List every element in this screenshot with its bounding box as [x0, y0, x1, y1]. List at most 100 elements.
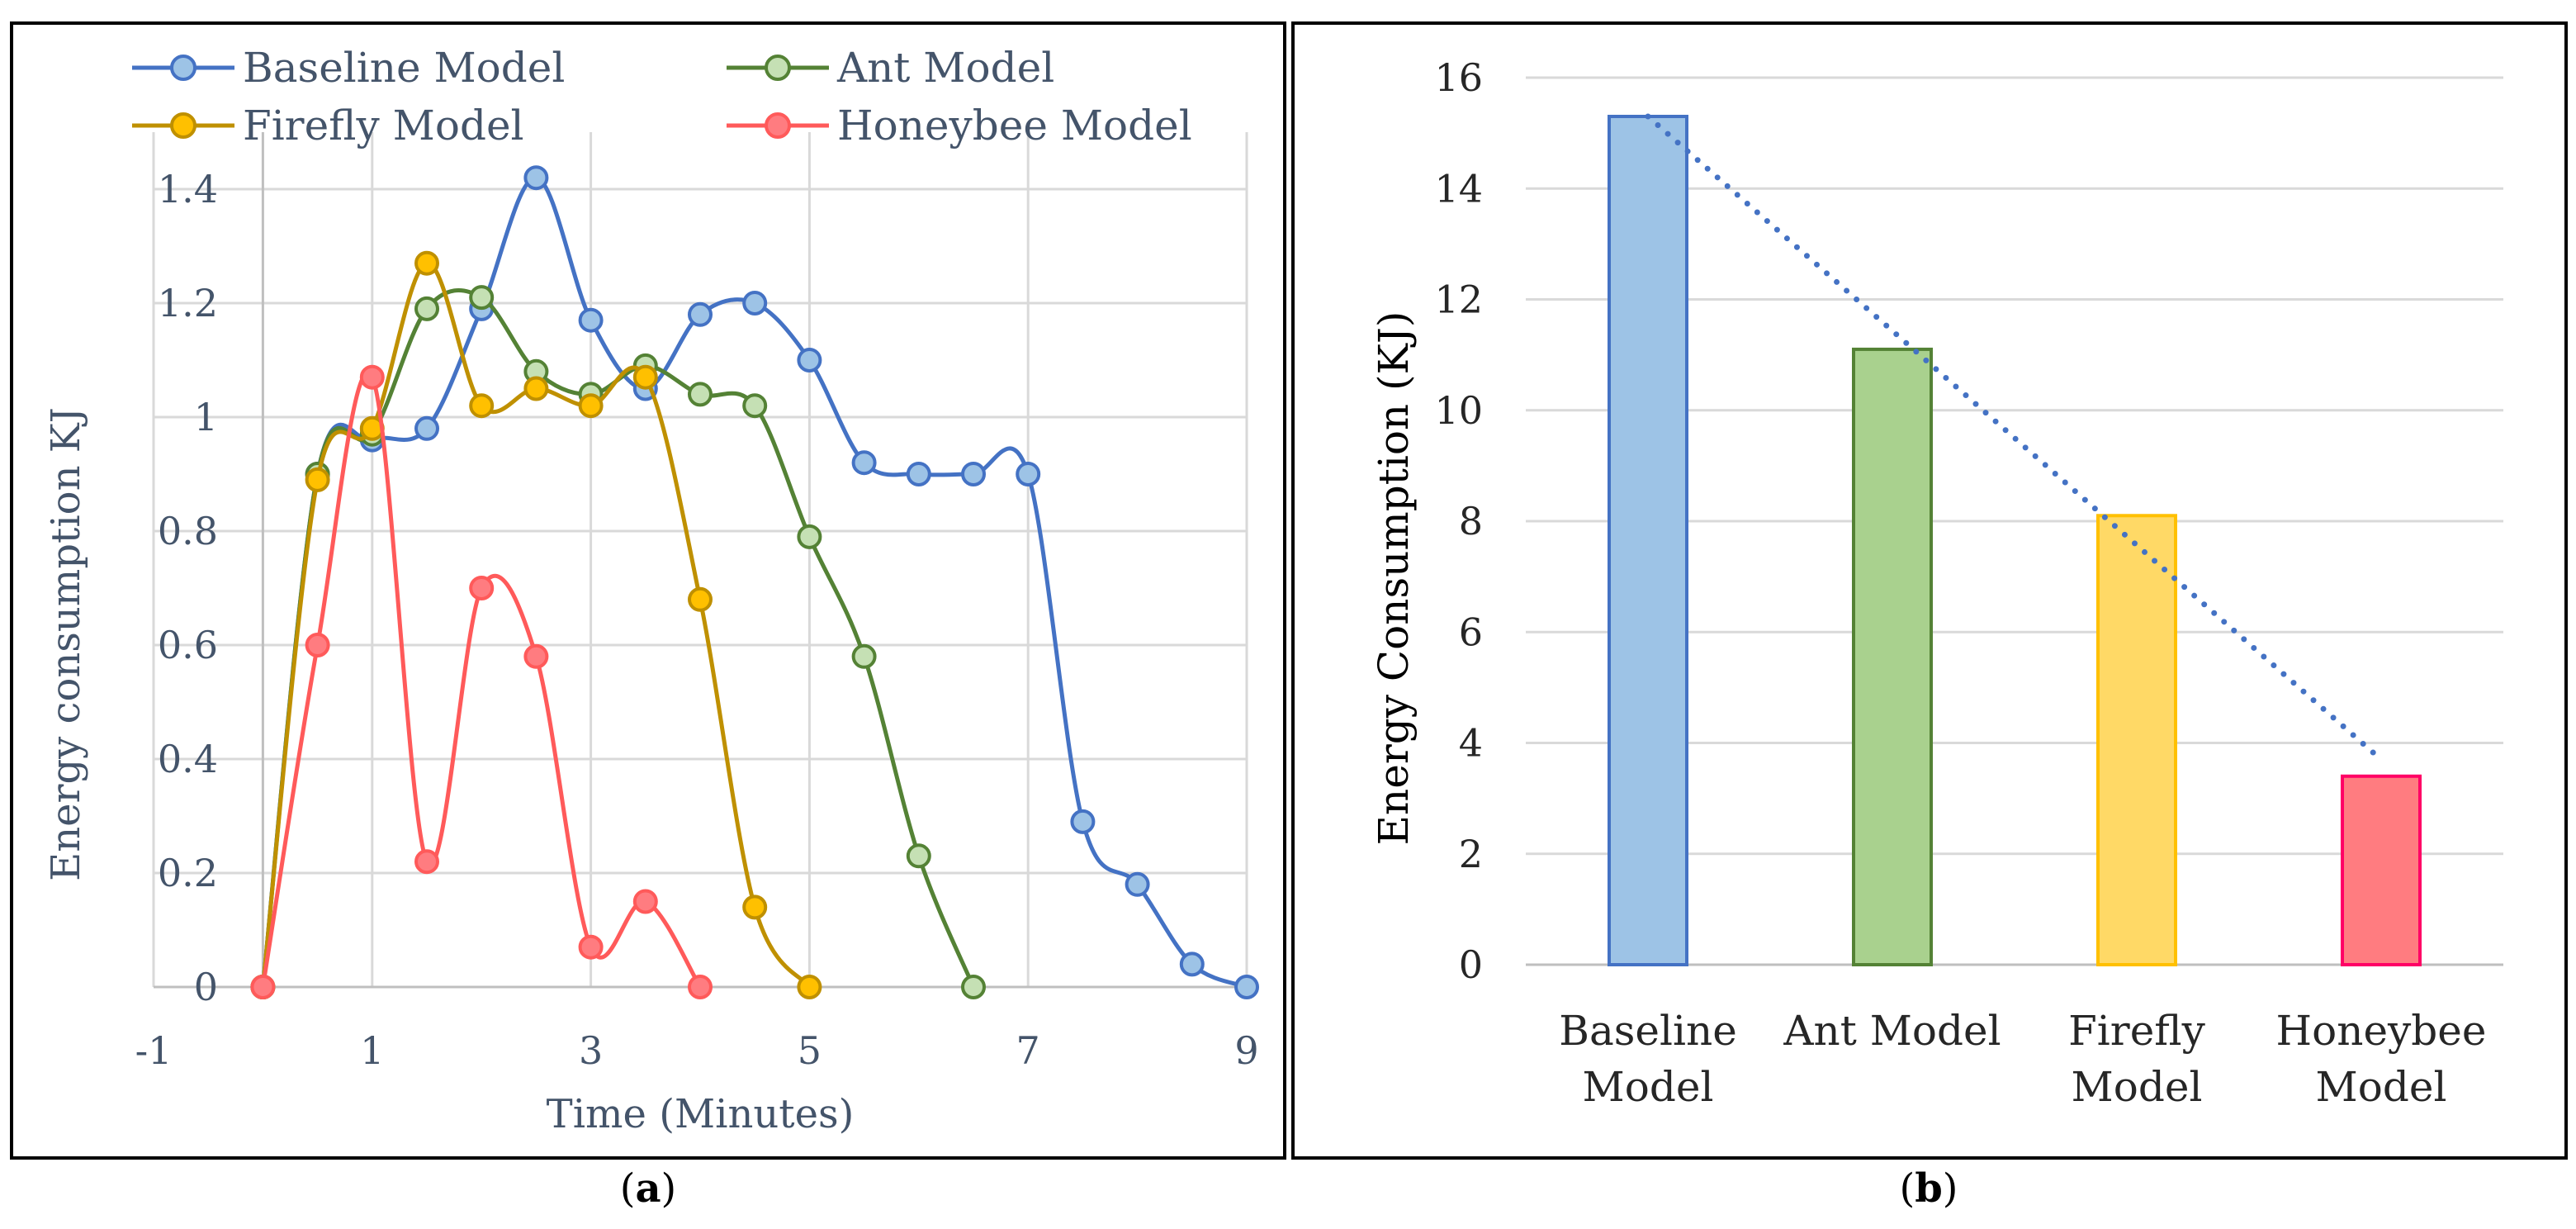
x-tick-label-3: 5 [798, 1028, 822, 1073]
series-line [260, 261, 812, 989]
data-point [961, 975, 986, 999]
y-tick-label-0: 0 [1459, 942, 1483, 987]
x-tick-label-5: 9 [1234, 1028, 1258, 1073]
legend-label: Ant Model [836, 44, 1054, 92]
caption-b: (b) [1899, 1165, 1958, 1212]
y-tick-label-4: 0.8 [158, 509, 218, 553]
bar-1 [1852, 347, 1933, 967]
series-ant-model [250, 285, 986, 999]
panel-a-frame [10, 21, 1286, 1160]
data-point [469, 393, 495, 419]
legend-marker [765, 112, 791, 139]
data-point [1234, 975, 1259, 999]
data-point [688, 586, 713, 612]
caption-b-open: ( [1899, 1165, 1915, 1212]
bar-chart-bars [1608, 114, 2422, 967]
data-point [469, 285, 495, 311]
data-point [359, 364, 385, 390]
category-label-0-0: Baseline [1559, 1007, 1737, 1055]
category-label-2-1: Model [2072, 1063, 2203, 1111]
data-point [742, 894, 768, 920]
bar-3 [2341, 774, 2422, 967]
y-tick-label-0: 0 [194, 965, 218, 1009]
line-chart-legend: Baseline Model Ant Model Firefly Model Hone… [132, 44, 1192, 149]
category-label-2-0: Firefly [2068, 1007, 2206, 1055]
y-tick-label-6: 1.2 [158, 281, 218, 325]
legend-marker [765, 55, 791, 81]
caption-a: (a) [620, 1165, 677, 1212]
data-point [1070, 809, 1096, 834]
y-tick-label-1: 2 [1459, 832, 1483, 876]
legend-label: Baseline Model [243, 44, 565, 92]
line-chart-y-axis-title: Energy consumption KJ [43, 407, 89, 881]
legend-entry-1: Ant Model [727, 44, 1054, 92]
data-point [414, 415, 439, 441]
data-point [906, 462, 931, 486]
y-tick-label-1: 0.2 [158, 851, 218, 895]
data-point [797, 975, 822, 999]
panel-b-frame [1291, 21, 2568, 1160]
y-tick-label-7: 14 [1434, 166, 1483, 211]
y-tick-label-3: 0.6 [158, 623, 218, 667]
data-point [906, 843, 931, 869]
bar-chart-panel-b: 0 2 4 6 8 10 12 14 16 Baseline Model Ant Model Fire… [1370, 55, 2503, 1111]
data-point [250, 975, 276, 999]
data-point [414, 250, 439, 276]
data-point [414, 849, 439, 875]
data-point [578, 393, 604, 419]
caption-a-letter: a [635, 1165, 661, 1212]
series-firefly-model [250, 250, 822, 999]
bar-chart-category-labels: Baseline Model Ant Model Firefly Model Honeyb… [1559, 1007, 2486, 1111]
line-chart-panel-a: 0 0.2 0.4 0.6 0.8 1 1.2 1.4 -1 1 3 5 7 9 Baseline Mod… [43, 44, 1259, 1137]
caption-a-close: ) [661, 1165, 677, 1212]
data-point [742, 291, 768, 316]
series-line [260, 371, 703, 989]
x-tick-label-4: 7 [1016, 1028, 1040, 1073]
data-point [851, 643, 877, 669]
data-point [1179, 951, 1205, 977]
data-point [961, 462, 986, 486]
data-point [305, 633, 330, 657]
bar-0 [1608, 114, 1688, 966]
category-label-3-1: Model [2316, 1063, 2447, 1111]
caption-b-letter: b [1915, 1165, 1943, 1212]
bar-chart-trendline [1645, 113, 2384, 763]
category-label-3-0: Honeybee [2276, 1007, 2487, 1055]
y-tick-label-4: 8 [1459, 499, 1483, 543]
data-point [688, 382, 713, 407]
line-chart-series [250, 165, 1259, 999]
data-point [797, 524, 822, 549]
y-tick-label-7: 1.4 [158, 167, 218, 211]
y-tick-label-2: 0.4 [158, 737, 218, 781]
data-point [1125, 871, 1150, 897]
data-point [688, 301, 713, 327]
legend-entry-0: Baseline Model [132, 44, 565, 92]
data-point [469, 576, 495, 600]
legend-marker [170, 55, 197, 81]
data-point [1016, 462, 1041, 486]
y-tick-label-5: 1 [194, 395, 218, 439]
bar-chart-y-axis-title: Energy Consumption (KJ) [1370, 311, 1418, 846]
line-chart-axes [154, 132, 1247, 989]
bar-2 [2096, 514, 2177, 966]
legend-entry-2: Firefly Model [132, 102, 524, 149]
legend-marker [170, 112, 197, 139]
x-tick-label-0: -1 [135, 1028, 173, 1073]
legend-label: Honeybee Model [837, 102, 1192, 149]
data-point [523, 165, 549, 191]
series-line [260, 288, 976, 988]
category-label-1-0: Ant Model [1783, 1007, 2001, 1055]
bar-chart-gridlines [1526, 76, 2503, 966]
data-point [688, 975, 713, 999]
data-point [742, 393, 768, 419]
data-point [523, 376, 549, 401]
data-point [797, 348, 822, 372]
x-tick-label-1: 1 [360, 1028, 384, 1073]
y-tick-label-2: 4 [1459, 721, 1483, 766]
x-tick-label-2: 3 [579, 1028, 603, 1073]
series-honeybee-model [250, 364, 713, 999]
data-point [632, 364, 658, 390]
legend-entry-3: Honeybee Model [727, 102, 1192, 149]
y-tick-label-3: 6 [1459, 610, 1483, 654]
